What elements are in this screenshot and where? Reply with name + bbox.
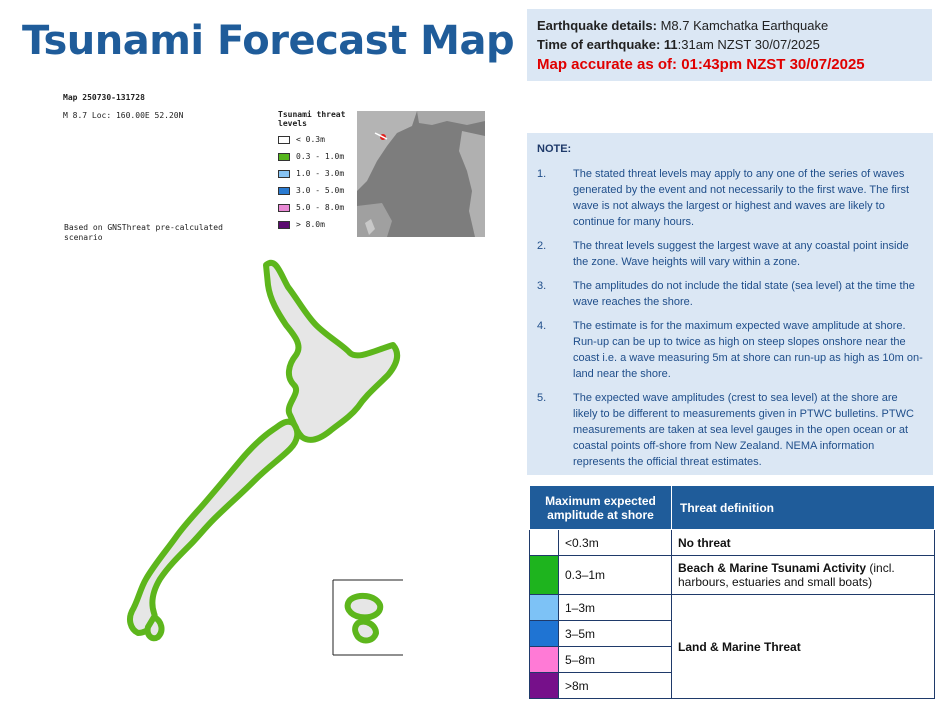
definition-cell: No threat	[671, 529, 935, 556]
definition-cell: Beach & Marine Tsunami Activity (incl. h…	[671, 555, 935, 595]
pitt-island	[352, 618, 379, 644]
note-item: 2. The threat levels suggest the largest …	[537, 238, 923, 270]
legend-swatch-5	[278, 220, 290, 229]
chatham-island	[344, 592, 384, 621]
header-max-amplitude: Maximum expected amplitude at shore	[529, 485, 672, 530]
amplitude-cell: 5–8m	[558, 646, 672, 673]
legend-swatch-3	[278, 186, 290, 195]
legend-label: 1.0 - 3.0m	[296, 169, 345, 178]
legend-label: < 0.3m	[296, 135, 325, 144]
earthquake-time-label: Time of earthquake:	[537, 37, 661, 52]
legend-label: 3.0 - 5.0m	[296, 186, 345, 195]
note-item: 3. The amplitudes do not include the tida…	[537, 278, 923, 310]
definition-bold: Beach & Marine Tsunami Activity	[678, 561, 867, 575]
earthquake-time-hour: 11	[663, 37, 678, 52]
map-based-on: Based on GNSThreat pre-calculated scenar…	[64, 223, 223, 242]
legend-row: 1.0 - 3.0m	[278, 165, 348, 182]
table-row: 0.3–1m Beach & Marine Tsunami Activity (…	[529, 555, 935, 595]
legend-row: > 8.0m	[278, 216, 348, 233]
amplitude-cell: >8m	[558, 672, 672, 699]
legend-label: 0.3 - 1.0m	[296, 152, 345, 161]
earthquake-details-value: M8.7 Kamchatka Earthquake	[660, 18, 829, 33]
threat-color-4	[529, 646, 559, 673]
amplitude-cell: 3–5m	[558, 620, 672, 647]
pacific-inset-svg	[357, 111, 485, 237]
legend-label: > 8.0m	[296, 220, 325, 229]
threat-color-1	[529, 555, 559, 595]
table-header-row: Maximum expected amplitude at shore Thre…	[529, 485, 935, 530]
legend-label: 5.0 - 8.0m	[296, 203, 345, 212]
nz-land	[127, 260, 401, 642]
page-title: Tsunami Forecast Map	[22, 18, 515, 64]
note-text: The amplitudes do not include the tidal …	[573, 280, 915, 308]
land-marine-threat-cell: Land & Marine Threat	[671, 594, 935, 699]
amplitude-cell: <0.3m	[558, 529, 672, 556]
note-item: 5. The expected wave amplitudes (crest to…	[537, 390, 923, 470]
note-title: NOTE:	[537, 143, 572, 155]
earthquake-details-line: Earthquake details: M8.7 Kamchatka Earth…	[537, 16, 932, 35]
threat-color-2	[529, 594, 559, 621]
table-row: >8m	[529, 672, 935, 699]
legend-row: 0.3 - 1.0m	[278, 148, 348, 165]
legend-swatch-2	[278, 169, 290, 178]
map-metadata: Map 250730-131728 M 8.7 Loc: 160.00E 52.…	[63, 92, 183, 121]
table-row: 1–3m Land & Marine Threat	[529, 594, 935, 699]
earthquake-time-line: Time of earthquake: 11:31am NZST 30/07/2…	[537, 35, 932, 54]
note-number: 3.	[537, 280, 547, 292]
chatham-inset-frame	[332, 579, 403, 656]
note-number: 1.	[537, 168, 547, 180]
note-item: 4. The estimate is for the maximum expect…	[537, 318, 923, 382]
definition-rest: (incl. harbours, estuaries and small boa…	[678, 561, 895, 589]
note-number: 2.	[537, 240, 547, 252]
earthquake-time-value: :31am NZST 30/07/2025	[677, 37, 820, 52]
map-accurate-as-of: Map accurate as of: 01:43pm NZST 30/07/2…	[537, 56, 865, 73]
north-island	[263, 260, 401, 443]
south-island	[127, 418, 301, 636]
legend-row: < 0.3m	[278, 131, 348, 148]
note-text: The stated threat levels may apply to an…	[573, 168, 910, 228]
table-row: 3–5m	[529, 620, 935, 647]
note-text: The estimate is for the maximum expected…	[573, 320, 923, 380]
note-panel: NOTE: 1. The stated threat levels may app…	[527, 133, 933, 475]
legend-title: Tsunami threat levels	[278, 110, 346, 128]
note-text: The expected wave amplitudes (crest to s…	[573, 392, 914, 468]
legend-row: 5.0 - 8.0m	[278, 199, 348, 216]
amplitude-cell: 0.3–1m	[558, 555, 672, 595]
note-item: 1. The stated threat levels may apply to …	[537, 166, 923, 230]
threat-color-5	[529, 672, 559, 699]
legend-row: 3.0 - 5.0m	[278, 182, 348, 199]
stewart-island	[144, 614, 165, 642]
threat-color-3	[529, 620, 559, 647]
table-row: <0.3m No threat	[529, 529, 935, 556]
threat-definition-table: Maximum expected amplitude at shore Thre…	[529, 485, 935, 699]
map-id: Map 250730-131728	[63, 93, 145, 102]
legend-swatch-4	[278, 203, 290, 212]
threat-color-0	[529, 529, 559, 556]
note-number: 5.	[537, 392, 547, 404]
map-location: M 8.7 Loc: 160.00E 52.20N	[63, 111, 184, 120]
earthquake-info-panel: Earthquake details: M8.7 Kamchatka Earth…	[527, 9, 932, 81]
note-text: The threat levels suggest the largest wa…	[573, 240, 909, 268]
legend-swatch-1	[278, 152, 290, 161]
amplitude-cell: 1–3m	[558, 594, 672, 621]
pacific-inset-map	[357, 111, 485, 237]
legend-swatch-0	[278, 135, 290, 144]
new-zealand-map	[127, 260, 403, 656]
earthquake-details-label: Earthquake details:	[537, 18, 657, 33]
header-threat-definition: Threat definition	[671, 485, 935, 530]
map-legend: Tsunami threat levels < 0.3m 0.3 - 1.0m …	[278, 110, 348, 233]
note-number: 4.	[537, 320, 547, 332]
